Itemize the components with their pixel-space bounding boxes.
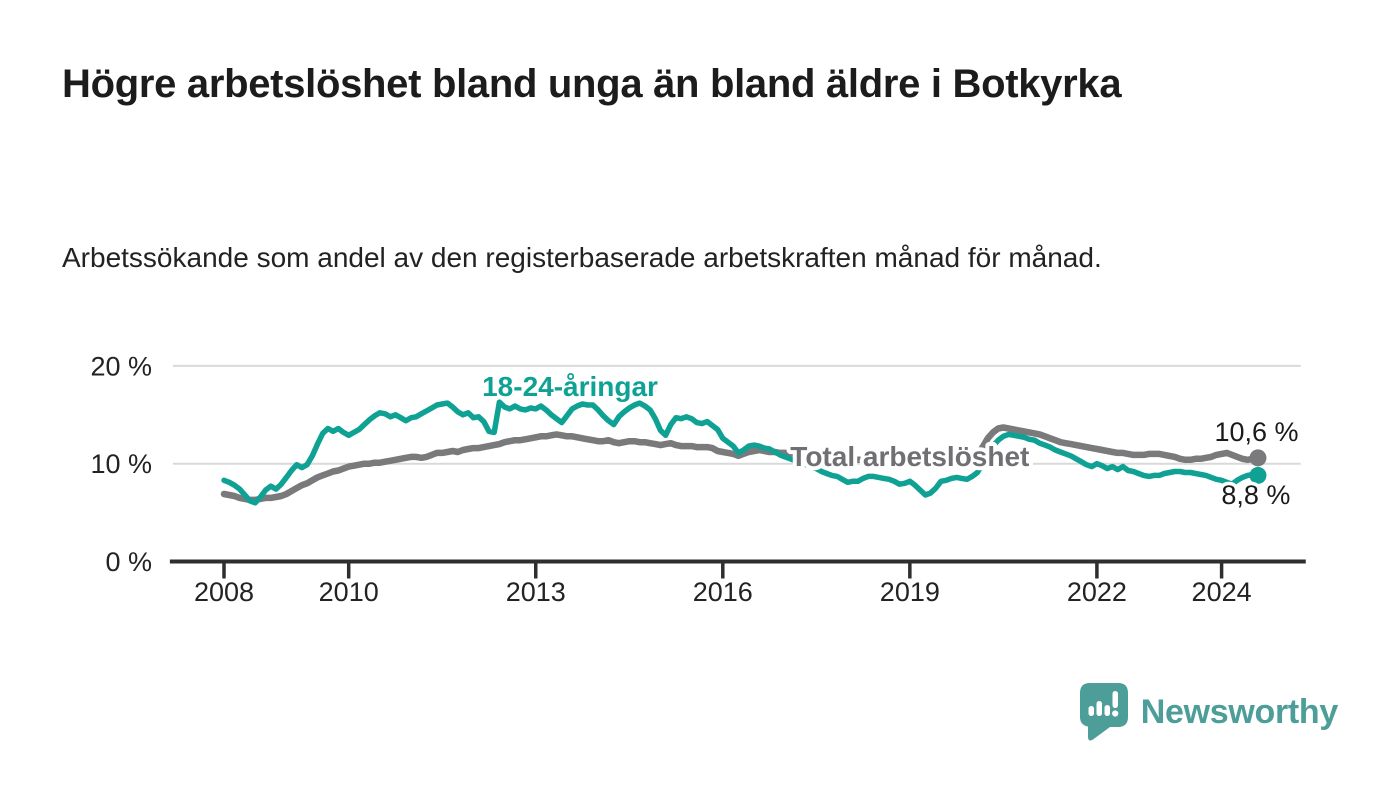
y-axis-tick-label: 10 % — [90, 449, 152, 479]
line-total_line — [220, 424, 1262, 504]
chart-subtitle: Arbetssökande som andel av den registerb… — [62, 242, 1102, 273]
x-axis-tick-label: 2010 — [319, 577, 379, 607]
x-axis-tick-label: 2016 — [693, 577, 753, 607]
newsworthy-logo-icon — [1079, 683, 1128, 741]
x-axis-tick-label: 2024 — [1192, 577, 1252, 607]
end-value-youth-label: 8,8 % — [1221, 480, 1290, 510]
page-title: Högre arbetslöshet bland unga än bland ä… — [62, 62, 1122, 106]
end-dot-youth_line — [1249, 466, 1267, 484]
newsworthy-wordmark: Newsworthy — [1140, 693, 1339, 731]
y-axis-tick-label: 20 % — [90, 351, 152, 381]
x-axis-tick-label: 2008 — [194, 577, 254, 607]
series-label-youth-label: 18-24-åringar — [482, 371, 658, 402]
end-dot-total_line — [1249, 449, 1267, 467]
chart-header: Högre arbetslöshet bland unga än bland ä… — [62, 58, 1342, 110]
x-axis-tick-label: 2019 — [880, 577, 940, 607]
end-value-total-label: 10,6 % — [1214, 417, 1298, 447]
newsworthy-logo[interactable]: Newsworthy — [1079, 682, 1339, 742]
x-axis-tick-label: 2022 — [1067, 577, 1127, 607]
x-axis-tick-label: 2013 — [506, 577, 566, 607]
series-label-total-label: Total arbetslöshet — [790, 441, 1029, 472]
line-youth_line — [221, 399, 1261, 506]
y-axis-tick-label: 0 % — [105, 547, 152, 577]
